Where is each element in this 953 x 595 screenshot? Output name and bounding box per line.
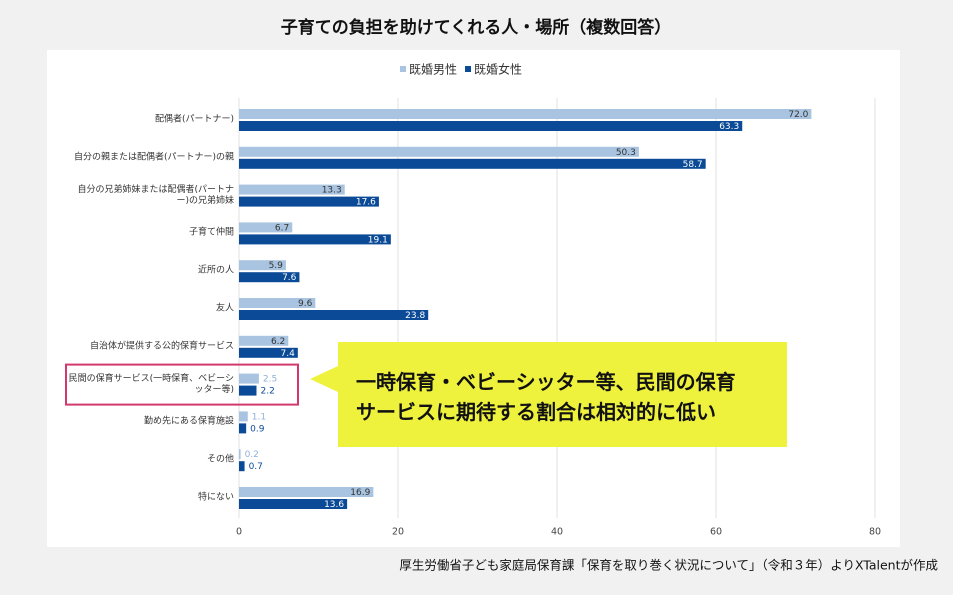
highlight-box [65,363,299,406]
bar [239,499,348,509]
value-label: 72.0 [788,110,808,120]
value-label: 6.7 [275,223,289,233]
bar [239,411,248,422]
value-label: 7.4 [281,349,296,359]
value-label: 2.5 [263,375,277,385]
value-label: 13.3 [322,186,342,196]
bar [239,461,245,472]
annotation-pointer [310,366,338,392]
category-label: 自治体が提供する公的保育サービス [89,341,234,352]
legend-label: 既婚男性 [409,63,457,77]
bar [239,222,293,233]
bar [239,423,247,434]
bar [239,298,316,308]
value-label: 58.7 [683,160,703,170]
x-tick-label: 60 [710,527,722,538]
value-label: 0.9 [250,424,265,434]
x-tick-label: 20 [392,527,404,538]
legend-swatch [400,66,406,72]
bar [239,184,345,195]
bar [239,335,289,346]
value-label: 50.3 [616,148,636,158]
chart-title: 子育ての負担を助けてくれる人・場所（複数回答） [281,17,672,38]
bar [239,260,286,271]
bar [239,158,706,169]
bar [239,196,379,207]
legend-swatch [465,66,472,72]
value-label: 0.7 [249,462,263,472]
value-label: 0.2 [245,450,259,460]
value-label: 17.6 [356,198,376,208]
value-label: 23.8 [405,311,425,321]
category-label: 友人 [215,303,234,314]
value-label: 2.2 [260,387,274,397]
bar [239,234,391,245]
value-label: 19.1 [368,235,388,245]
value-label: 7.6 [282,273,297,283]
category-label: 自分の兄弟姉妹または配偶者(パートナー)の兄弟姉妹 [77,184,234,206]
value-label: 5.9 [269,261,284,271]
bar [239,385,257,396]
category-label: 近所の人 [197,265,234,276]
value-label: 6.2 [271,337,285,347]
bar [239,146,639,157]
category-label: 特にない [197,492,234,503]
bar [239,347,298,358]
bar [239,449,241,460]
x-tick-label: 40 [551,527,563,538]
value-label: 9.6 [298,299,313,309]
bar [239,272,300,283]
category-label: 配偶者(パートナー) [154,114,234,125]
source: 厚生労働省子ども家庭局保育課「保育を取り巻く状況について」（令和３年）よりXTa… [399,558,938,573]
x-tick-label: 0 [236,527,242,538]
panel [47,50,900,547]
category-label: その他 [206,454,234,465]
legend-label: 既婚女性 [474,62,522,77]
bar [239,109,812,119]
annotation-box [338,342,787,447]
category-label: 民間の保育サービス(一時保育、ベビーシッター等) [68,373,234,395]
category-label: 勤め先にある保育施設 [143,416,234,427]
value-label: 63.3 [719,122,739,132]
category-label: 自分の親または配偶者(パートナー)の親 [73,152,234,163]
annotation-text: サービスに期待する割合は相対的に低い [356,400,716,424]
category-label: 子育て仲間 [188,227,234,238]
annotation-text: 一時保育・ベビーシッター等、民間の保育 [356,370,736,394]
value-label: 16.9 [350,488,370,498]
value-label: 13.6 [324,500,344,510]
value-label: 1.1 [252,412,266,422]
bar [239,487,374,497]
bar [239,121,743,131]
bar [239,310,429,320]
x-tick-label: 80 [869,527,881,538]
bar [239,373,259,384]
